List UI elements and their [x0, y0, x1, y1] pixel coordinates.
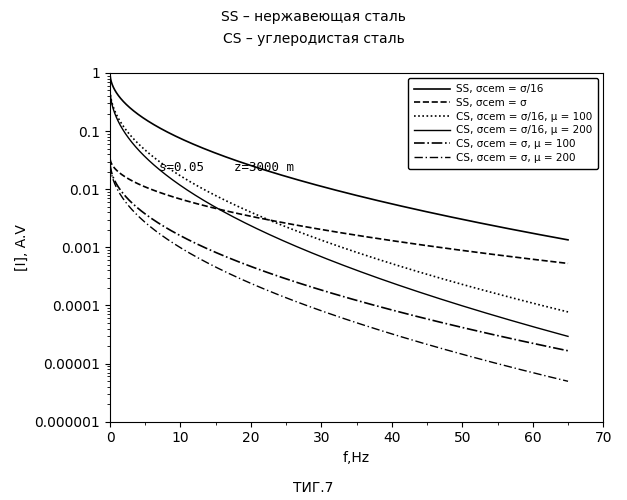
SS, σcem = σ: [317, 226, 324, 232]
CS, σcem = σ, μ = 200: [551, 375, 558, 381]
CS, σcem = σ/16, μ = 100: [107, 88, 114, 94]
CS, σcem = σ/16, μ = 100: [551, 306, 558, 312]
Text: SS – нержавеющая сталь: SS – нержавеющая сталь: [221, 10, 406, 24]
Line: CS, σcem = σ, μ = 200: CS, σcem = σ, μ = 200: [110, 164, 568, 382]
Text: CS – углеродистая сталь: CS – углеродистая сталь: [223, 32, 404, 46]
CS, σcem = σ/16, μ = 100: [329, 241, 337, 247]
SS, σcem = σ: [551, 259, 559, 265]
SS, σcem = σ/16: [564, 237, 572, 243]
SS, σcem = σ/16: [467, 218, 475, 224]
Line: SS, σcem = σ: SS, σcem = σ: [110, 159, 568, 264]
CS, σcem = σ/16, μ = 200: [467, 306, 475, 312]
CS, σcem = σ/16, μ = 100: [551, 306, 559, 312]
CS, σcem = σ, μ = 200: [317, 308, 324, 314]
CS, σcem = σ/16, μ = 100: [317, 237, 324, 243]
CS, σcem = σ, μ = 100: [551, 345, 558, 351]
SS, σcem = σ: [107, 156, 114, 162]
Line: CS, σcem = σ/16, μ = 100: CS, σcem = σ/16, μ = 100: [110, 91, 568, 312]
CS, σcem = σ/16, μ = 200: [551, 330, 559, 336]
SS, σcem = σ/16: [551, 234, 558, 240]
CS, σcem = σ, μ = 100: [317, 287, 324, 293]
SS, σcem = σ: [329, 228, 337, 234]
CS, σcem = σ/16, μ = 200: [130, 142, 137, 148]
CS, σcem = σ/16, μ = 200: [317, 254, 324, 260]
Legend: SS, σcem = σ/16, SS, σcem = σ, CS, σcem = σ/16, μ = 100, CS, σcem = σ/16, μ = 20: SS, σcem = σ/16, SS, σcem = σ, CS, σcem …: [408, 78, 598, 169]
CS, σcem = σ, μ = 200: [130, 208, 137, 214]
CS, σcem = σ/16, μ = 100: [130, 136, 137, 141]
CS, σcem = σ/16, μ = 200: [564, 334, 572, 340]
CS, σcem = σ, μ = 100: [564, 348, 572, 354]
CS, σcem = σ, μ = 200: [329, 312, 337, 318]
CS, σcem = σ/16, μ = 200: [329, 258, 337, 264]
Text: ΤИГ.7: ΤИГ.7: [293, 481, 334, 495]
CS, σcem = σ, μ = 200: [551, 375, 559, 381]
Y-axis label: [I], A.V: [I], A.V: [15, 224, 29, 271]
CS, σcem = σ, μ = 100: [551, 345, 559, 351]
CS, σcem = σ, μ = 200: [107, 161, 114, 167]
CS, σcem = σ, μ = 200: [564, 378, 572, 384]
SS, σcem = σ: [467, 248, 475, 254]
SS, σcem = σ/16: [317, 183, 324, 189]
SS, σcem = σ/16: [130, 108, 137, 114]
Line: CS, σcem = σ, μ = 100: CS, σcem = σ, μ = 100: [110, 164, 568, 351]
CS, σcem = σ, μ = 100: [467, 326, 475, 332]
CS, σcem = σ/16, μ = 100: [564, 309, 572, 315]
Line: CS, σcem = σ/16, μ = 200: CS, σcem = σ/16, μ = 200: [110, 91, 568, 336]
CS, σcem = σ/16, μ = 100: [467, 284, 475, 290]
Line: SS, σcem = σ/16: SS, σcem = σ/16: [110, 75, 568, 240]
SS, σcem = σ: [551, 259, 558, 265]
SS, σcem = σ: [564, 260, 572, 266]
X-axis label: f,Hz: f,Hz: [343, 451, 370, 465]
CS, σcem = σ, μ = 100: [329, 290, 337, 296]
CS, σcem = σ, μ = 100: [107, 161, 114, 167]
SS, σcem = σ: [130, 178, 137, 184]
CS, σcem = σ, μ = 200: [467, 354, 475, 360]
Text: s=0.05    z=3000 m: s=0.05 z=3000 m: [159, 160, 294, 173]
CS, σcem = σ, μ = 100: [130, 202, 137, 207]
SS, σcem = σ/16: [107, 72, 114, 78]
SS, σcem = σ/16: [551, 234, 559, 240]
SS, σcem = σ/16: [329, 186, 337, 192]
CS, σcem = σ/16, μ = 200: [107, 88, 114, 94]
CS, σcem = σ/16, μ = 200: [551, 330, 558, 336]
